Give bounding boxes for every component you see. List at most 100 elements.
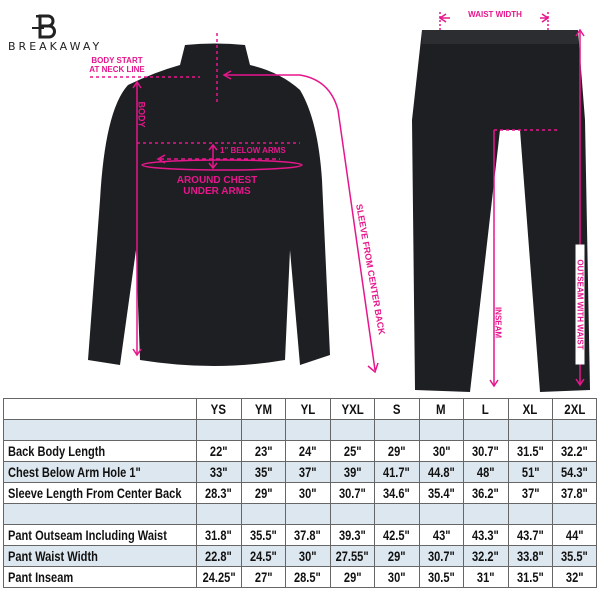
size-header-m: M	[418, 398, 464, 420]
measurement-value: 31.8"	[205, 527, 233, 543]
measurement-value: 37.8"	[294, 527, 322, 543]
measurement-cell: 22"	[196, 440, 242, 462]
measurement-value: 39"	[343, 464, 362, 480]
measurement-cell: 39"	[329, 461, 375, 483]
measurement-cell: 29"	[329, 566, 375, 588]
measurement-value: 24"	[298, 443, 317, 459]
size-label: M	[436, 401, 447, 417]
measurement-cell	[240, 419, 286, 441]
measurement-cell: 29"	[374, 545, 420, 567]
table-row: Sleeve Length From Center Back 28.3" 29" 30…	[3, 482, 597, 504]
measurement-cell: 44.8"	[418, 461, 464, 483]
row-label: Pant Waist Width	[3, 545, 197, 567]
size-label: YS	[211, 401, 227, 417]
measurement-cell: 36.2"	[463, 482, 509, 504]
spacer-row	[3, 503, 597, 525]
measurement-value: 30"	[298, 485, 317, 501]
measurement-cell: 54.3"	[552, 461, 597, 483]
measurement-cell: 43.3"	[463, 524, 509, 546]
measurement-value: 32.2"	[472, 548, 500, 564]
row-label-text: Pant Inseam	[8, 569, 74, 585]
measurement-cell: 27.55"	[329, 545, 375, 567]
measurement-value: 43.3"	[472, 527, 500, 543]
measurement-cell: 35"	[240, 461, 286, 483]
measurement-cell	[463, 419, 509, 441]
measurement-value: 37"	[521, 485, 540, 501]
measurement-cell: 37"	[285, 461, 331, 483]
size-label: S	[392, 401, 401, 417]
measurement-value: 44.8"	[427, 464, 455, 480]
size-header-s: S	[374, 398, 420, 420]
measurement-cell: 33"	[196, 461, 242, 483]
measurement-value: 30.7"	[472, 443, 500, 459]
measurement-cell: 31.5"	[507, 440, 553, 462]
measurement-cell	[418, 503, 464, 525]
annotation-inseam: INSEAM	[493, 306, 503, 339]
size-label: L	[482, 401, 490, 417]
measurement-value: 29"	[387, 443, 406, 459]
annotation-below-arms: 1" BELOW ARMS	[220, 146, 286, 155]
row-label: Sleeve Length From Center Back	[3, 482, 197, 504]
measurement-cell: 30.7"	[329, 482, 375, 504]
measurement-value: 32"	[565, 569, 584, 585]
measurement-cell: 32.2"	[463, 545, 509, 567]
measurement-value: 30.7"	[338, 485, 366, 501]
measurement-cell: 30"	[285, 545, 331, 567]
measurement-cell: 35.5"	[240, 524, 286, 546]
measurement-cell: 27"	[240, 566, 286, 588]
measurement-value: 51"	[521, 464, 540, 480]
jacket-shape	[88, 43, 330, 366]
annotation-outseam: OUTSEAM WITH WAIST	[575, 244, 585, 365]
measurement-cell: 31"	[463, 566, 509, 588]
annotation-waist-width: WAIST WIDTH	[450, 10, 540, 19]
measurement-value: 35.5"	[561, 548, 588, 564]
row-label: Pant Inseam	[3, 566, 197, 588]
table-row: Chest Below Arm Hole 1" 33" 35" 37" 39" 41.7"…	[3, 461, 597, 483]
size-header-yxl: YXL	[329, 398, 375, 420]
measurement-value: 31"	[476, 569, 495, 585]
measurement-cell	[374, 503, 420, 525]
measurement-cell	[196, 419, 242, 441]
measurement-value: 41.7"	[383, 464, 411, 480]
measurement-cell: 37"	[507, 482, 553, 504]
measurement-cell	[285, 419, 331, 441]
measurement-cell: 48"	[463, 461, 509, 483]
row-label: Back Body Length	[3, 440, 197, 462]
table-row: Pant Inseam 24.25" 27" 28.5" 29" 30" 30.5" 31" 3…	[3, 566, 597, 588]
measurement-cell	[374, 419, 420, 441]
brand-name: BREAKAWAY	[8, 40, 103, 53]
measurement-value: 48"	[476, 464, 495, 480]
table-row: Back Body Length 22" 23" 24" 25" 29" 30" 30.7" 3…	[3, 440, 597, 462]
measurement-value: 24.5"	[249, 548, 277, 564]
measurement-cell: 28.3"	[196, 482, 242, 504]
table-row: Pant Outseam Including Waist 31.8" 35.5" 37…	[3, 524, 597, 546]
measurement-value: 30"	[387, 569, 406, 585]
annotation-around-chest: AROUND CHEST UNDER ARMS	[176, 175, 258, 197]
measurement-value: 54.3"	[561, 464, 588, 480]
measurement-value: 22"	[209, 443, 228, 459]
measurement-value: 37.8"	[561, 485, 588, 501]
measurement-cell	[196, 503, 242, 525]
annotation-body: BODY	[136, 101, 147, 128]
size-label: 2XL	[563, 401, 586, 417]
annotation-body-start: BODY START AT NECK LINE	[89, 56, 145, 74]
measurement-cell: 44"	[552, 524, 597, 546]
measurement-value: 33.8"	[516, 548, 544, 564]
measurement-value: 44"	[565, 527, 584, 543]
measurement-value: 28.5"	[294, 569, 322, 585]
measurement-cell	[552, 503, 597, 525]
measurement-value: 25"	[343, 443, 362, 459]
measurement-cell	[329, 419, 375, 441]
measurement-value: 29"	[387, 548, 406, 564]
measurement-value: 27.55"	[335, 548, 369, 564]
measurement-value: 37"	[298, 464, 317, 480]
measurement-cell: 24.5"	[240, 545, 286, 567]
measurement-value: 24.25"	[202, 569, 236, 585]
measurement-value: 39.3"	[338, 527, 366, 543]
measurement-cell: 32"	[552, 566, 597, 588]
measurement-cell: 32.2"	[552, 440, 597, 462]
measurement-cell: 39.3"	[329, 524, 375, 546]
measurement-cell: 22.8"	[196, 545, 242, 567]
row-label: Pant Outseam Including Waist	[3, 524, 197, 546]
measurement-value: 23"	[254, 443, 273, 459]
